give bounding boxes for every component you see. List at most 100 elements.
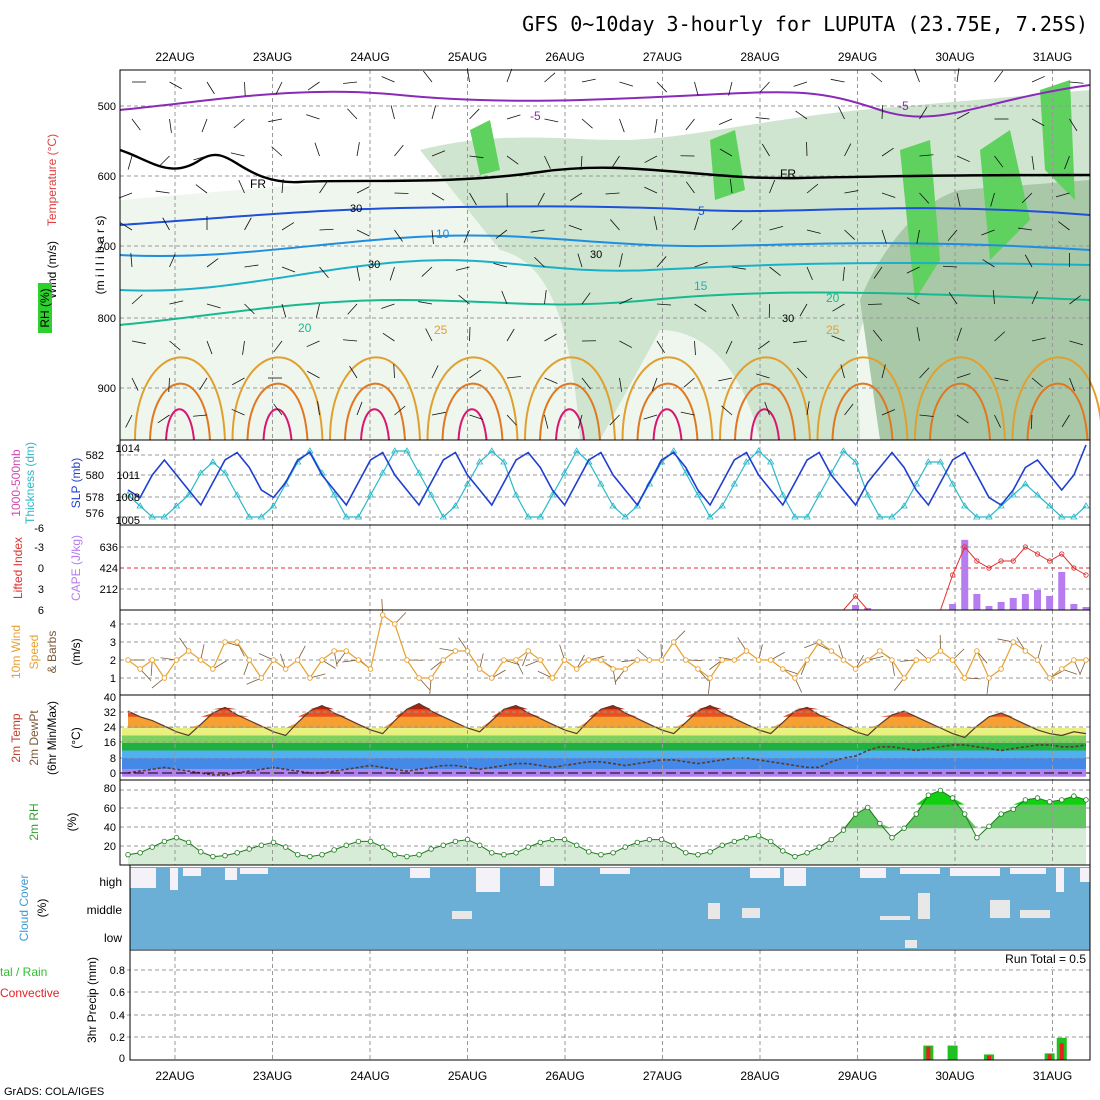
wind-barb	[694, 340, 696, 355]
cape-bar	[1058, 571, 1066, 610]
wind10-marker	[670, 639, 677, 645]
thickness-marker	[682, 469, 690, 476]
rh2m-marker	[804, 850, 810, 856]
temp2m-tick: 16	[104, 737, 116, 749]
li-marker	[974, 558, 980, 564]
dewpt2m-line	[127, 744, 1087, 776]
wind10-tick: 2	[110, 655, 116, 667]
pressure-tick: 700	[98, 241, 116, 253]
wind-barb	[242, 340, 245, 355]
rh2m-marker	[755, 833, 762, 839]
wind10-marker	[549, 675, 556, 681]
rh2m-marker	[998, 811, 1004, 817]
wind-barb	[381, 76, 395, 83]
wind-barb	[199, 377, 208, 391]
ylabel-precip-a: tal / Rain	[0, 965, 47, 979]
wind-barb	[906, 297, 920, 305]
isotherm-25-loop	[329, 356, 421, 441]
rh2m-marker	[149, 844, 155, 850]
thickness-marker	[245, 513, 253, 520]
thickness-marker	[415, 469, 423, 476]
rh2m-marker	[925, 792, 932, 798]
li-marker	[1022, 544, 1028, 550]
contour-label: 30	[782, 313, 794, 325]
li-tick: 0	[38, 563, 44, 575]
wind10-marker	[198, 657, 204, 663]
wind-barb	[393, 363, 395, 379]
rh2m-marker	[161, 838, 168, 845]
isotherm-30-loop	[539, 382, 601, 441]
ylabel-temp-b: 2m DewPt	[27, 710, 41, 766]
temp2m-tick: 0	[110, 768, 116, 780]
wind-barb	[731, 266, 746, 270]
wind-barb	[581, 78, 596, 83]
wind-barb	[844, 229, 856, 240]
rh2m-marker	[1071, 793, 1077, 799]
wind10-marker	[331, 648, 337, 654]
wind-barb	[1031, 377, 1043, 388]
wind-barb	[169, 340, 181, 351]
temp2m-tick: 24	[104, 722, 116, 734]
thickness-marker	[973, 513, 981, 520]
wind10-marker	[1010, 639, 1016, 645]
ylabel-temp-a: 2m Temp	[9, 713, 23, 762]
wind-barb	[230, 152, 245, 157]
wind-barb	[394, 405, 406, 416]
rh2m-marker	[307, 853, 313, 860]
wind-barb	[425, 328, 433, 342]
wind10-marker	[173, 657, 180, 663]
thickness-marker	[524, 513, 532, 520]
ylabel-thickness-b: Thickness (dm)	[23, 442, 37, 524]
wind-barb	[799, 303, 808, 317]
cape-bar	[1082, 606, 1090, 610]
wind10-marker	[1071, 657, 1077, 663]
wind10-marker	[743, 648, 750, 654]
rh2m-marker	[598, 851, 604, 858]
wind-barb	[610, 219, 620, 231]
thickness-marker	[621, 513, 629, 520]
wind-barb	[644, 186, 658, 194]
upper-y-ticks: 500 600 700 800 900	[98, 101, 116, 395]
contour-label: 10	[436, 227, 450, 241]
thickness-marker	[427, 491, 435, 498]
wind-barb	[994, 155, 1004, 168]
wind-barb	[506, 414, 517, 426]
ylabel-cloud-b: (%)	[35, 899, 49, 918]
rh2m-marker	[949, 795, 956, 801]
wind10-marker	[489, 675, 495, 681]
wind10-marker	[695, 666, 701, 672]
wind-barb	[769, 266, 781, 276]
ylabel-wind10-b: Speed	[27, 635, 41, 670]
wind-barb	[281, 303, 287, 318]
lifted-index-markers	[852, 544, 1089, 599]
wind-barb	[423, 70, 433, 83]
rh2m-marker	[780, 848, 786, 854]
ylabel-rh: RH (%)	[38, 288, 52, 327]
isotherm-25-loop	[426, 356, 519, 441]
cloud-gap	[183, 868, 201, 876]
rh2m-tick: 80	[104, 783, 116, 795]
wind-barb	[759, 81, 770, 93]
thickness-tick: 576	[86, 508, 104, 520]
ylabel-millibars: (m i l l i b a r s)	[93, 216, 107, 295]
temp-hot-fill	[128, 703, 1086, 717]
cloud-gap	[880, 916, 910, 920]
wind-ticks: 4 3 2 1	[110, 619, 116, 685]
wind-barb	[656, 81, 668, 93]
thickness-marker	[209, 458, 217, 465]
rh2m-marker	[222, 852, 228, 859]
thickness-tick: 580	[86, 470, 104, 482]
thickness-marker	[876, 513, 884, 520]
wind-barb	[806, 401, 810, 416]
li-marker	[1059, 551, 1065, 557]
date-label-top: 29AUG	[838, 50, 877, 64]
precip-gridlines	[120, 950, 1090, 1060]
wind10-marker	[525, 648, 531, 654]
wind-barb	[206, 81, 215, 95]
rh2m-marker	[1083, 797, 1089, 803]
temp-band	[122, 728, 1086, 736]
wind-barb	[169, 81, 182, 90]
wind-barb	[568, 224, 583, 231]
rh2m-marker	[464, 836, 471, 843]
cape-bar	[973, 593, 981, 610]
